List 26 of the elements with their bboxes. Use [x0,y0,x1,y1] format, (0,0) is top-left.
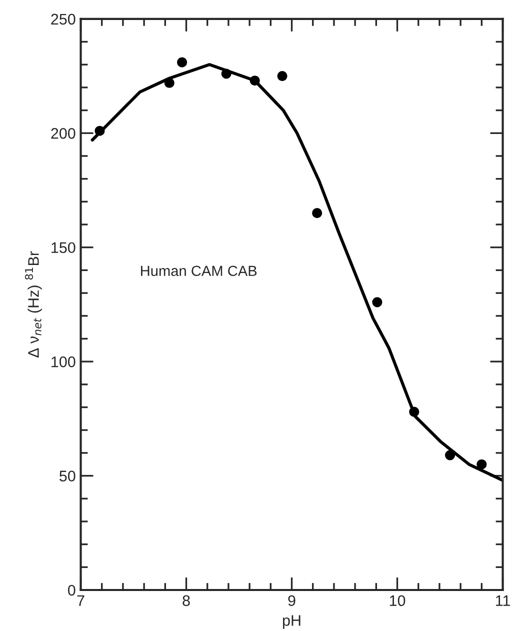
y-tick-label: 200 [51,128,76,139]
annotation: Human CAM CAB [141,266,257,276]
point [177,57,188,68]
x-tick-label: 10 [390,595,406,606]
point [277,71,288,82]
x-tick-label: 7 [77,595,84,606]
y-tick-label: 50 [60,470,76,482]
point [250,76,260,86]
point [444,450,456,460]
point [409,406,420,417]
point [372,297,382,308]
y-tick-label: 150 [52,242,76,254]
point [164,78,174,88]
x-tick-label: 9 [288,595,296,606]
point [221,68,232,79]
point [312,208,322,218]
point [94,126,105,136]
x-tick-label: 11 [496,595,510,606]
y-tick-label: 0 [68,584,76,596]
y-tick-label: 250 [51,14,76,25]
x-axis-title: pH [282,615,300,629]
x-tick-label: 8 [182,595,190,606]
line-series [90,63,503,482]
y-axis-title: Δ ν$_{net}$ (Hz) $^{81}$Br [24,251,42,358]
y-tick-label: 100 [52,356,76,368]
point [476,459,487,470]
